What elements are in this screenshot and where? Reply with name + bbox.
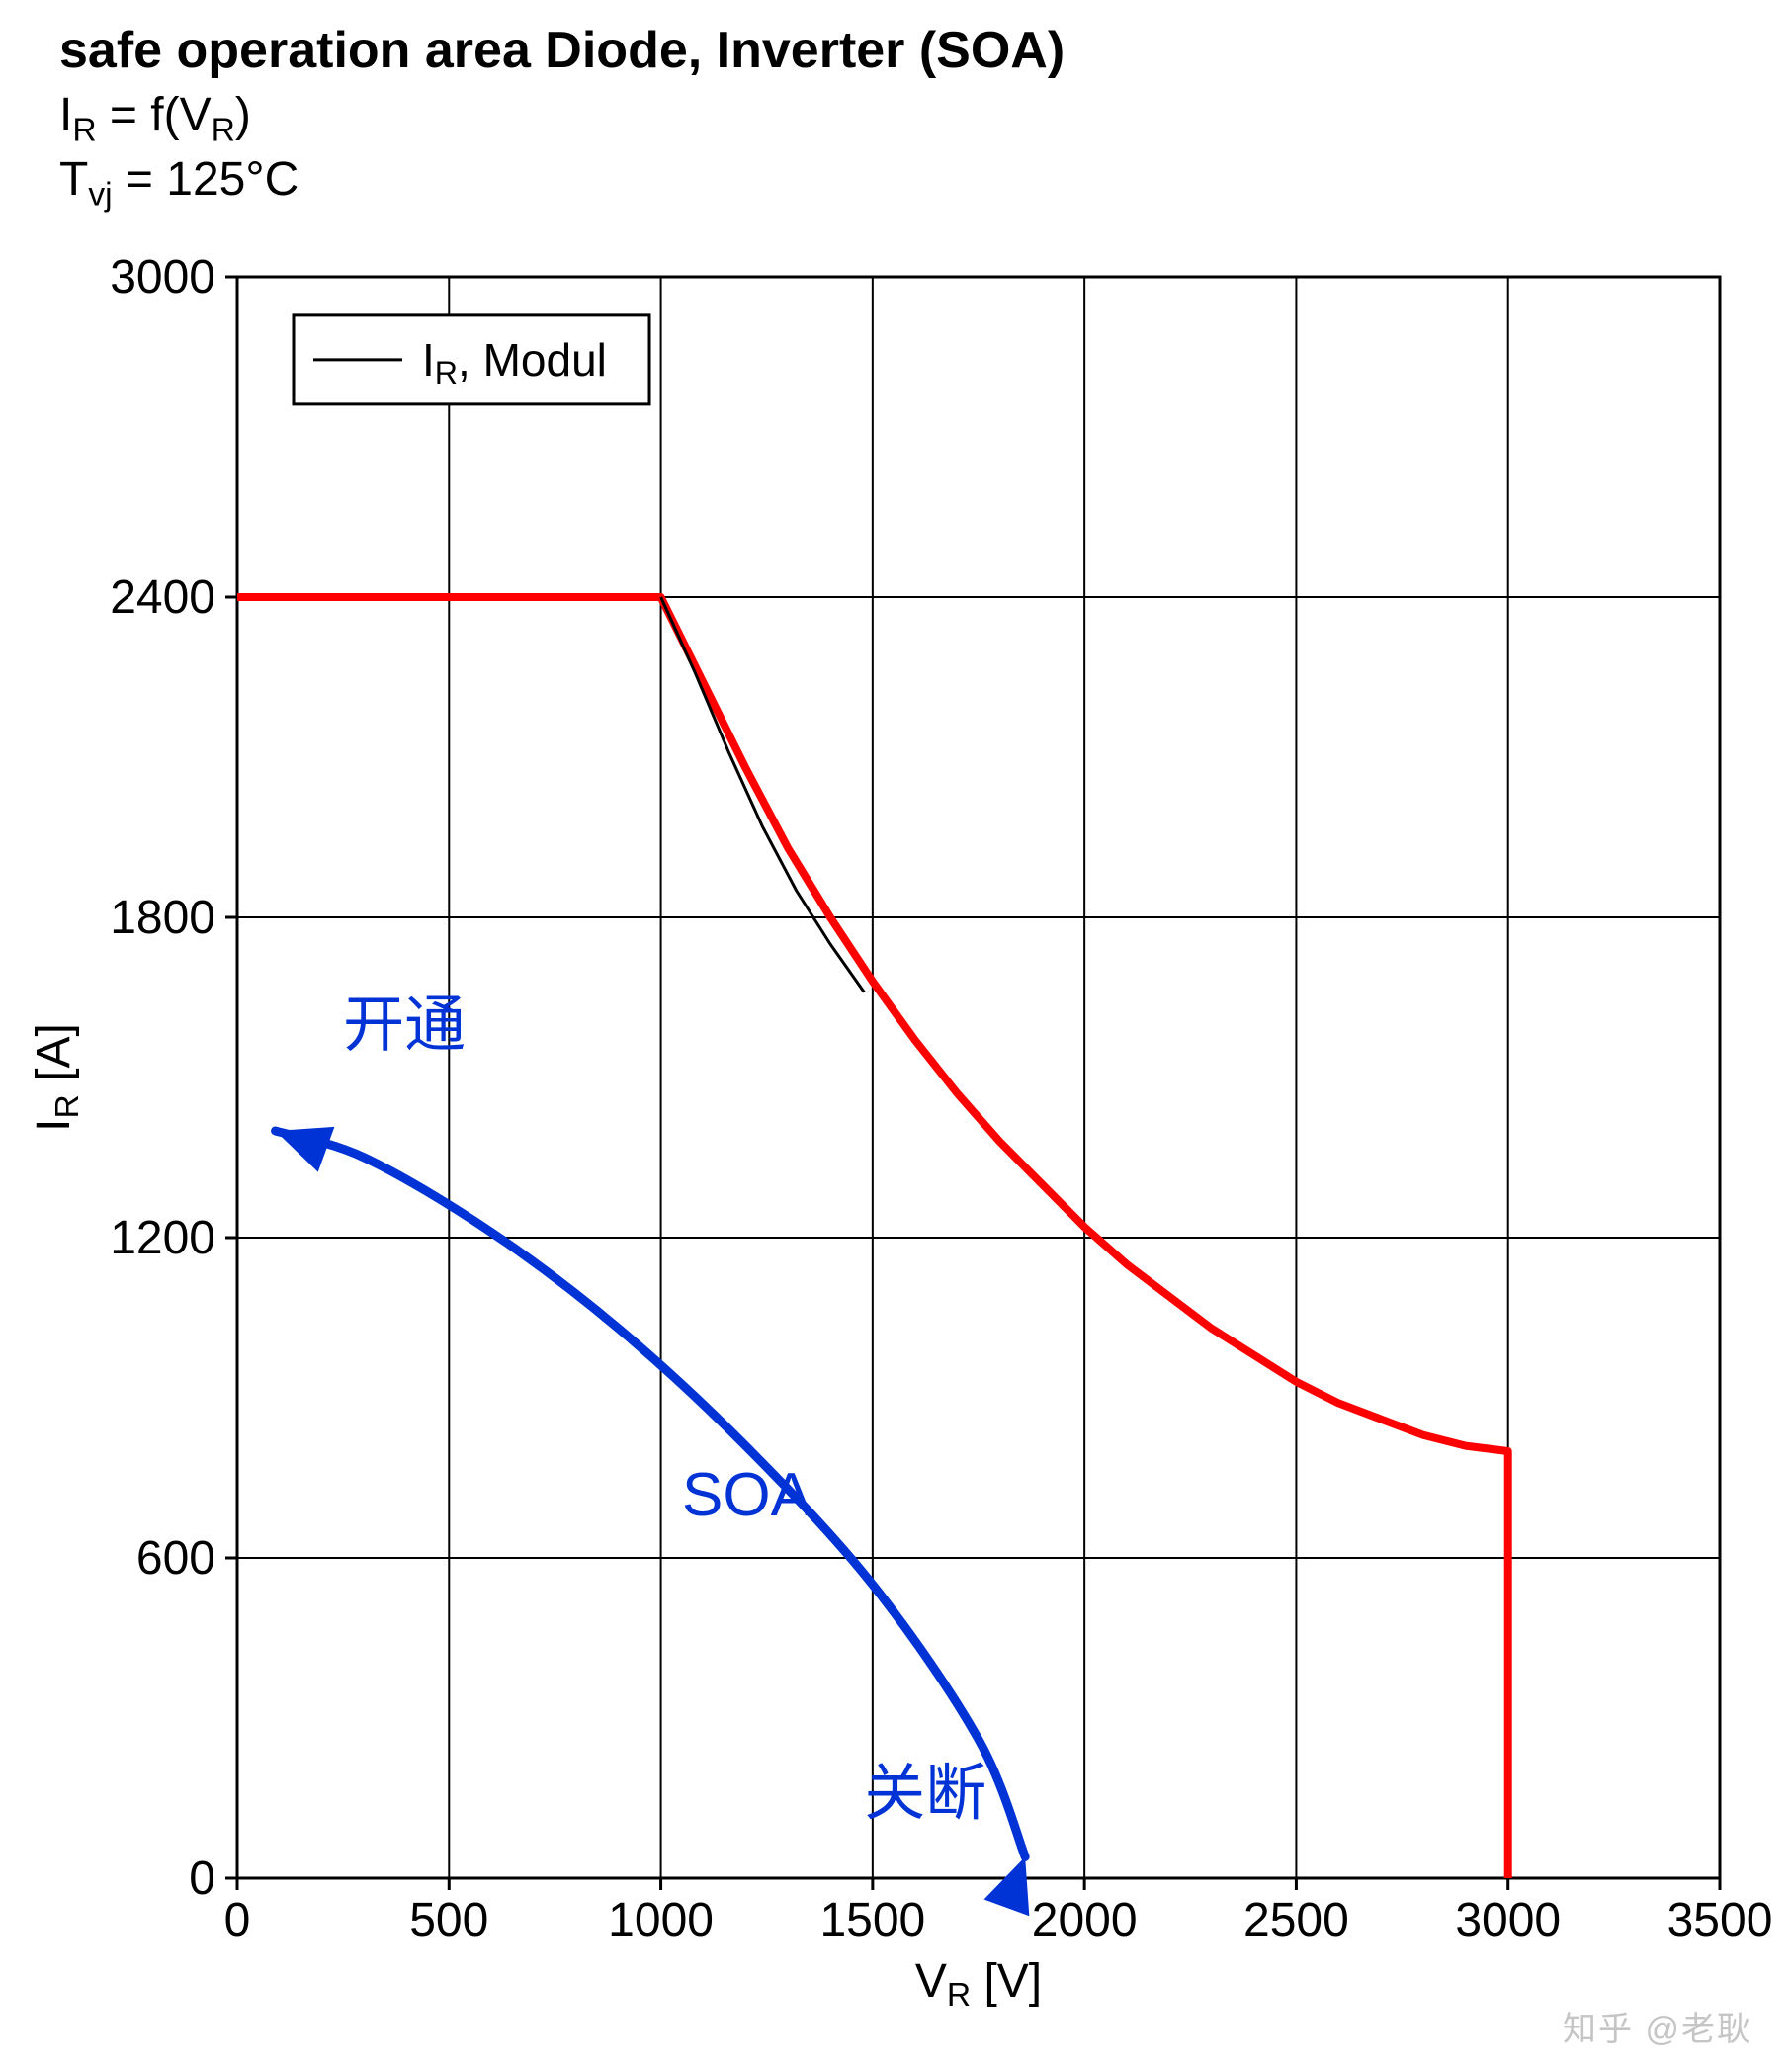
x-axis-label: VR [V] xyxy=(915,1955,1042,2014)
y-tick-label: 1200 xyxy=(110,1212,215,1264)
chart-header: safe operation area Diode, Inverter (SOA… xyxy=(59,20,1065,216)
chart-subtitle-2: Tvj = 125°C xyxy=(59,151,1065,216)
chart-container: 开通 SOA 关断 0 500 1000 1500 2000 2500 3000 3500 0 600 1… xyxy=(0,257,1792,2061)
y-tick-label: 3000 xyxy=(110,257,215,303)
annotation-label: 开通 xyxy=(343,992,466,1060)
chart-subtitle-1: IR = f(VR) xyxy=(59,87,1065,151)
x-tick-label: 3000 xyxy=(1455,1894,1561,1946)
y-tick-label: 2400 xyxy=(110,571,215,624)
y-tick-label: 600 xyxy=(136,1532,215,1585)
x-tick-label: 1500 xyxy=(819,1894,925,1946)
soa-chart-svg: 开通 SOA 关断 0 500 1000 1500 2000 2500 3000 3500 0 600 1… xyxy=(0,257,1792,2056)
x-tick-label: 1000 xyxy=(608,1894,714,1946)
watermark-text: 知乎 @老耿 xyxy=(1563,2002,1752,2050)
x-tick-label: 0 xyxy=(224,1894,251,1946)
annotation-label: 关断 xyxy=(864,1760,986,1828)
x-tick-label: 2000 xyxy=(1032,1894,1138,1946)
page-root: safe operation area Diode, Inverter (SOA… xyxy=(0,0,1792,2070)
y-tick-label: 0 xyxy=(189,1853,215,1905)
x-tick-label: 3500 xyxy=(1667,1894,1773,1946)
x-tick-label: 500 xyxy=(409,1894,488,1946)
x-tick-label: 2500 xyxy=(1243,1894,1349,1946)
y-tick-label: 1800 xyxy=(110,892,215,944)
y-axis-label: IR [A] xyxy=(28,1023,86,1132)
annotation-label: SOA xyxy=(682,1461,812,1529)
chart-title: safe operation area Diode, Inverter (SOA… xyxy=(59,20,1065,81)
